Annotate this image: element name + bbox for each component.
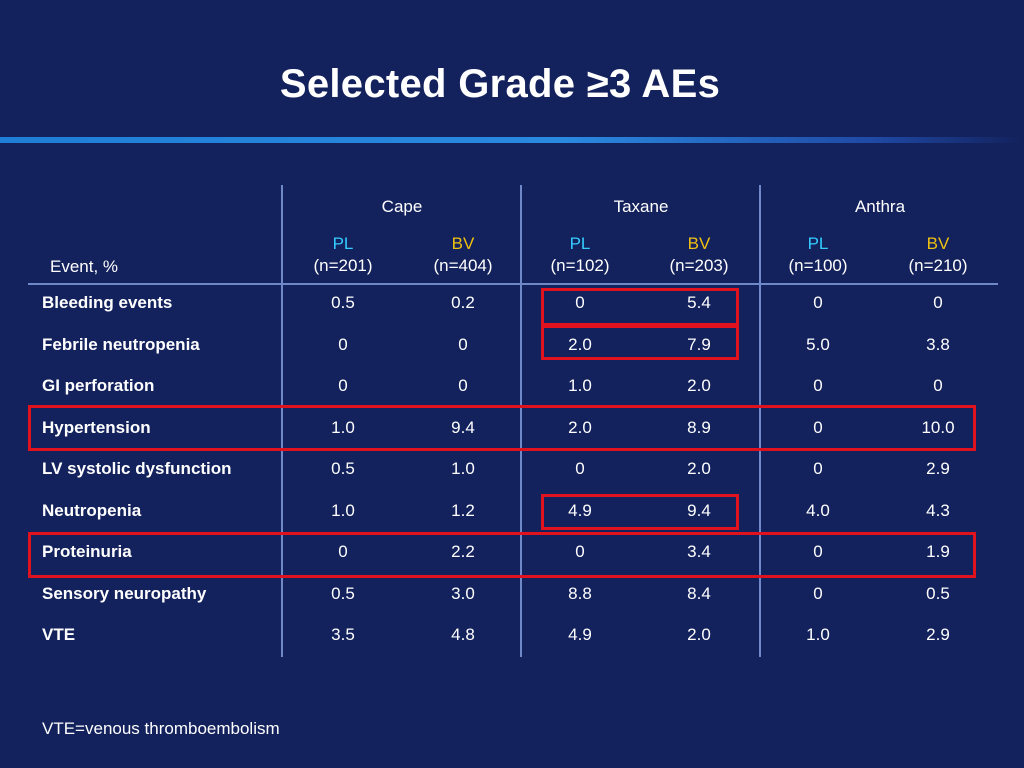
table-cell: 0 bbox=[575, 542, 585, 561]
table-cell: 1.2 bbox=[451, 501, 475, 520]
group-header-taxane: Taxane bbox=[613, 197, 669, 216]
table-cell: 0 bbox=[813, 542, 823, 561]
table-cell: 4.9 bbox=[568, 625, 592, 644]
table-cell: 8.4 bbox=[687, 584, 711, 603]
highlight-box-proteinuria-row bbox=[28, 532, 976, 578]
subcolumn-header: BV (n=203) bbox=[644, 233, 754, 277]
arm-label: PL bbox=[332, 234, 354, 253]
highlight-box-hypertension-row bbox=[28, 405, 976, 451]
subcolumn-header: BV (n=404) bbox=[408, 233, 518, 277]
table-cell: 0 bbox=[933, 293, 943, 312]
table-cell: 8.8 bbox=[568, 584, 592, 603]
table-cell: 3.0 bbox=[451, 584, 475, 603]
table-cell: 4.0 bbox=[806, 501, 830, 520]
event-label: Proteinuria bbox=[42, 542, 132, 561]
table-cell: 1.0 bbox=[451, 459, 475, 478]
table-cell: 0 bbox=[338, 335, 348, 354]
table-cell: 2.0 bbox=[687, 459, 711, 478]
table-cell: 0 bbox=[338, 376, 348, 395]
event-label: LV systolic dysfunction bbox=[42, 459, 232, 478]
table-cell: 3.4 bbox=[687, 542, 711, 561]
arm-label: PL bbox=[807, 234, 829, 253]
table-cell: 9.4 bbox=[687, 501, 711, 520]
event-label: Neutropenia bbox=[42, 501, 142, 520]
table-cell: 0 bbox=[575, 293, 585, 312]
subcolumn-header: BV (n=210) bbox=[883, 233, 993, 277]
arm-label: BV bbox=[687, 234, 711, 253]
event-label: Sensory neuropathy bbox=[42, 584, 207, 603]
table-cell: 0.5 bbox=[926, 584, 950, 603]
table-cell: 2.9 bbox=[926, 459, 950, 478]
table-cell: 4.9 bbox=[568, 501, 592, 520]
title-divider bbox=[0, 137, 1024, 143]
sample-size-label: (n=102) bbox=[550, 256, 610, 275]
table-cell: 1.0 bbox=[568, 376, 592, 395]
table-cell: 3.8 bbox=[926, 335, 950, 354]
table-cell: 0 bbox=[933, 376, 943, 395]
table-cell: 0 bbox=[813, 376, 823, 395]
sample-size-label: (n=203) bbox=[669, 256, 729, 275]
table-cell: 2.9 bbox=[926, 625, 950, 644]
table-cell: 1.0 bbox=[331, 501, 355, 520]
subcolumn-header: PL (n=102) bbox=[525, 233, 635, 277]
table-cell: 2.0 bbox=[687, 625, 711, 644]
table-cell: 1.0 bbox=[806, 625, 830, 644]
table-cell: 1.0 bbox=[331, 418, 355, 437]
column-divider bbox=[759, 185, 761, 657]
table-cell: 7.9 bbox=[687, 335, 711, 354]
table-cell: 0.5 bbox=[331, 459, 355, 478]
table-cell: 0.2 bbox=[451, 293, 475, 312]
slide-title: Selected Grade ≥3 AEs bbox=[279, 62, 721, 106]
table-cell: 0 bbox=[458, 376, 468, 395]
table-cell: 2.0 bbox=[568, 335, 592, 354]
sample-size-label: (n=201) bbox=[313, 256, 373, 275]
arm-label: BV bbox=[926, 234, 950, 253]
footnote: VTE=venous thromboembolism bbox=[42, 719, 280, 738]
group-header-cape: Cape bbox=[381, 197, 423, 216]
event-label: GI perforation bbox=[42, 376, 155, 395]
highlight-box-taxane-febrile bbox=[541, 325, 739, 360]
table-cell: 0.5 bbox=[331, 293, 355, 312]
group-header-anthra: Anthra bbox=[854, 197, 906, 216]
table-cell: 0 bbox=[575, 459, 585, 478]
sample-size-label: (n=210) bbox=[908, 256, 968, 275]
table-cell: 2.0 bbox=[687, 376, 711, 395]
subcolumn-header: PL (n=100) bbox=[763, 233, 873, 277]
event-label: Febrile neutropenia bbox=[42, 335, 200, 354]
table-cell: 0 bbox=[458, 335, 468, 354]
table-cell: 0 bbox=[813, 418, 823, 437]
table-cell: 5.0 bbox=[806, 335, 830, 354]
table-cell: 9.4 bbox=[451, 418, 475, 437]
table-cell: 1.9 bbox=[926, 542, 950, 561]
event-label: Bleeding events bbox=[42, 293, 173, 312]
table-cell: 0 bbox=[813, 584, 823, 603]
table-cell: 0 bbox=[813, 459, 823, 478]
table-cell: 3.5 bbox=[331, 625, 355, 644]
table-cell: 0.5 bbox=[331, 584, 355, 603]
table-cell: 4.8 bbox=[451, 625, 475, 644]
event-label: Hypertension bbox=[42, 418, 151, 437]
header-divider bbox=[28, 283, 998, 285]
column-divider bbox=[520, 185, 522, 657]
table-cell: 2.0 bbox=[568, 418, 592, 437]
table-cell: 4.3 bbox=[926, 501, 950, 520]
table-cell: 0 bbox=[813, 293, 823, 312]
column-divider bbox=[281, 185, 283, 657]
subcolumn-header: PL (n=201) bbox=[288, 233, 398, 277]
arm-label: BV bbox=[451, 234, 475, 253]
table-cell: 8.9 bbox=[687, 418, 711, 437]
arm-label: PL bbox=[569, 234, 591, 253]
event-column-header: Event, % bbox=[50, 257, 119, 276]
event-label: VTE bbox=[42, 625, 76, 644]
sample-size-label: (n=100) bbox=[788, 256, 848, 275]
table-cell: 10.0 bbox=[921, 418, 955, 437]
sample-size-label: (n=404) bbox=[433, 256, 493, 275]
table-cell: 0 bbox=[338, 542, 348, 561]
highlight-box-taxane-neutropenia bbox=[541, 494, 739, 530]
table-cell: 5.4 bbox=[687, 293, 711, 312]
highlight-box-taxane-bleeding bbox=[541, 288, 739, 326]
table-cell: 2.2 bbox=[451, 542, 475, 561]
